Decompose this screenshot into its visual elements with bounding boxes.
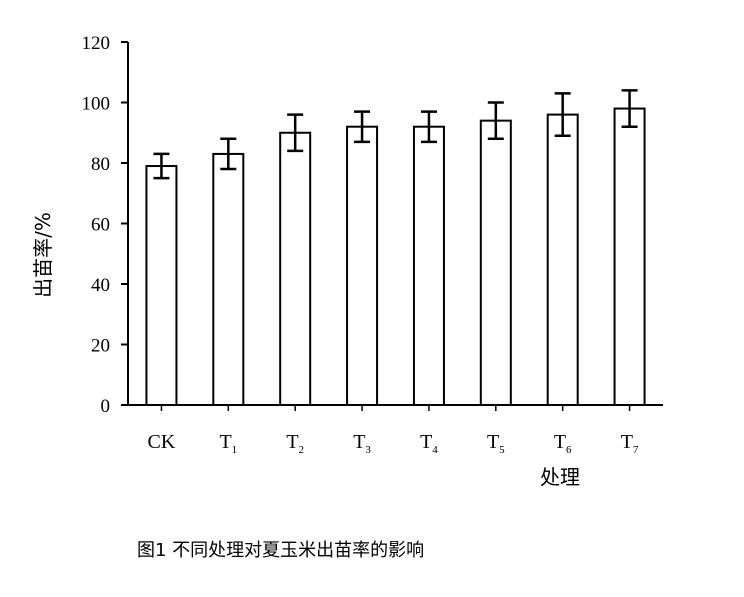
bar bbox=[279, 131, 312, 406]
x-axis-title: 处理 bbox=[540, 465, 580, 489]
y-tick-label: 80 bbox=[91, 154, 110, 175]
x-tick-label: T7 bbox=[621, 431, 639, 456]
x-tick-label: T5 bbox=[487, 431, 505, 456]
y-tick-label: 100 bbox=[82, 94, 111, 115]
x-tick-label: T4 bbox=[420, 431, 438, 456]
x-tick-label: T1 bbox=[219, 431, 237, 456]
bars bbox=[145, 107, 646, 407]
y-tick-label: 40 bbox=[91, 275, 110, 296]
axes bbox=[127, 42, 663, 406]
bar bbox=[145, 165, 178, 406]
y-ticks: 0 20 40 60 80 100 120 bbox=[82, 33, 128, 417]
y-tick-label: 60 bbox=[91, 215, 110, 236]
figure-caption: 图1 不同处理对夏玉米出苗率的影响 bbox=[137, 540, 425, 561]
bar bbox=[479, 119, 512, 407]
bar bbox=[212, 152, 245, 406]
y-axis-title: 出苗率/% bbox=[31, 212, 55, 298]
x-tick-label: T6 bbox=[554, 431, 572, 456]
bar bbox=[546, 113, 579, 406]
x-tick-label: CK bbox=[148, 431, 176, 453]
bar bbox=[412, 125, 445, 406]
bar bbox=[613, 107, 646, 407]
y-tick-label: 20 bbox=[91, 336, 110, 357]
y-tick-label: 0 bbox=[101, 396, 111, 417]
bar bbox=[346, 125, 379, 406]
x-tick-labels: CK T1 T2 T3 T4 T5 T6 T7 bbox=[148, 405, 639, 456]
x-tick-label: T2 bbox=[286, 431, 304, 456]
x-tick-label: T3 bbox=[353, 431, 371, 456]
y-tick-label: 120 bbox=[82, 33, 111, 54]
error-bars bbox=[153, 89, 638, 180]
